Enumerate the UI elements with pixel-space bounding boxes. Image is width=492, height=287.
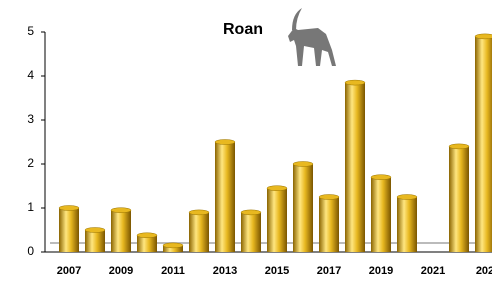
- y-tick-label: 2: [27, 156, 34, 170]
- x-tick-label: 2011: [161, 265, 185, 277]
- x-tick-label: 2007: [57, 265, 81, 277]
- bar: [137, 233, 157, 252]
- page: {"chart_data": {"type": "bar", "title": …: [0, 0, 492, 287]
- bar: [163, 243, 183, 252]
- bar: [267, 186, 287, 252]
- bar: [215, 140, 235, 253]
- x-tick-label: 202: [476, 265, 492, 277]
- chart-title: Roan: [223, 21, 263, 38]
- y-tick-label: 1: [27, 200, 34, 214]
- y-tick-label: 4: [27, 68, 34, 82]
- bar: [345, 80, 365, 252]
- x-tick-label: 2021: [421, 265, 445, 277]
- bar: [85, 228, 105, 253]
- x-tick-label: 2013: [213, 265, 237, 277]
- bar: [59, 206, 79, 253]
- bar: [111, 208, 131, 252]
- y-tick-label: 0: [27, 244, 34, 258]
- bar: [371, 175, 391, 252]
- bar: [241, 210, 261, 252]
- bar: [189, 210, 209, 252]
- bar: [475, 34, 492, 252]
- x-tick-label: 2017: [317, 265, 341, 277]
- x-tick-label: 2015: [265, 265, 289, 277]
- y-tick-label: 5: [27, 24, 34, 38]
- x-tick-label: 2009: [109, 265, 133, 277]
- y-tick-label: 3: [27, 112, 34, 126]
- chart: Roan 0 1 2 3 4 5 2007 2009 2011 2013 2015 2017 2019 2…: [0, 0, 492, 287]
- bar: [449, 144, 469, 252]
- bar: [319, 195, 339, 253]
- bar: [293, 162, 313, 253]
- x-tick-label: 2019: [369, 265, 393, 277]
- antelope-icon: [288, 8, 336, 66]
- bar: [397, 195, 417, 253]
